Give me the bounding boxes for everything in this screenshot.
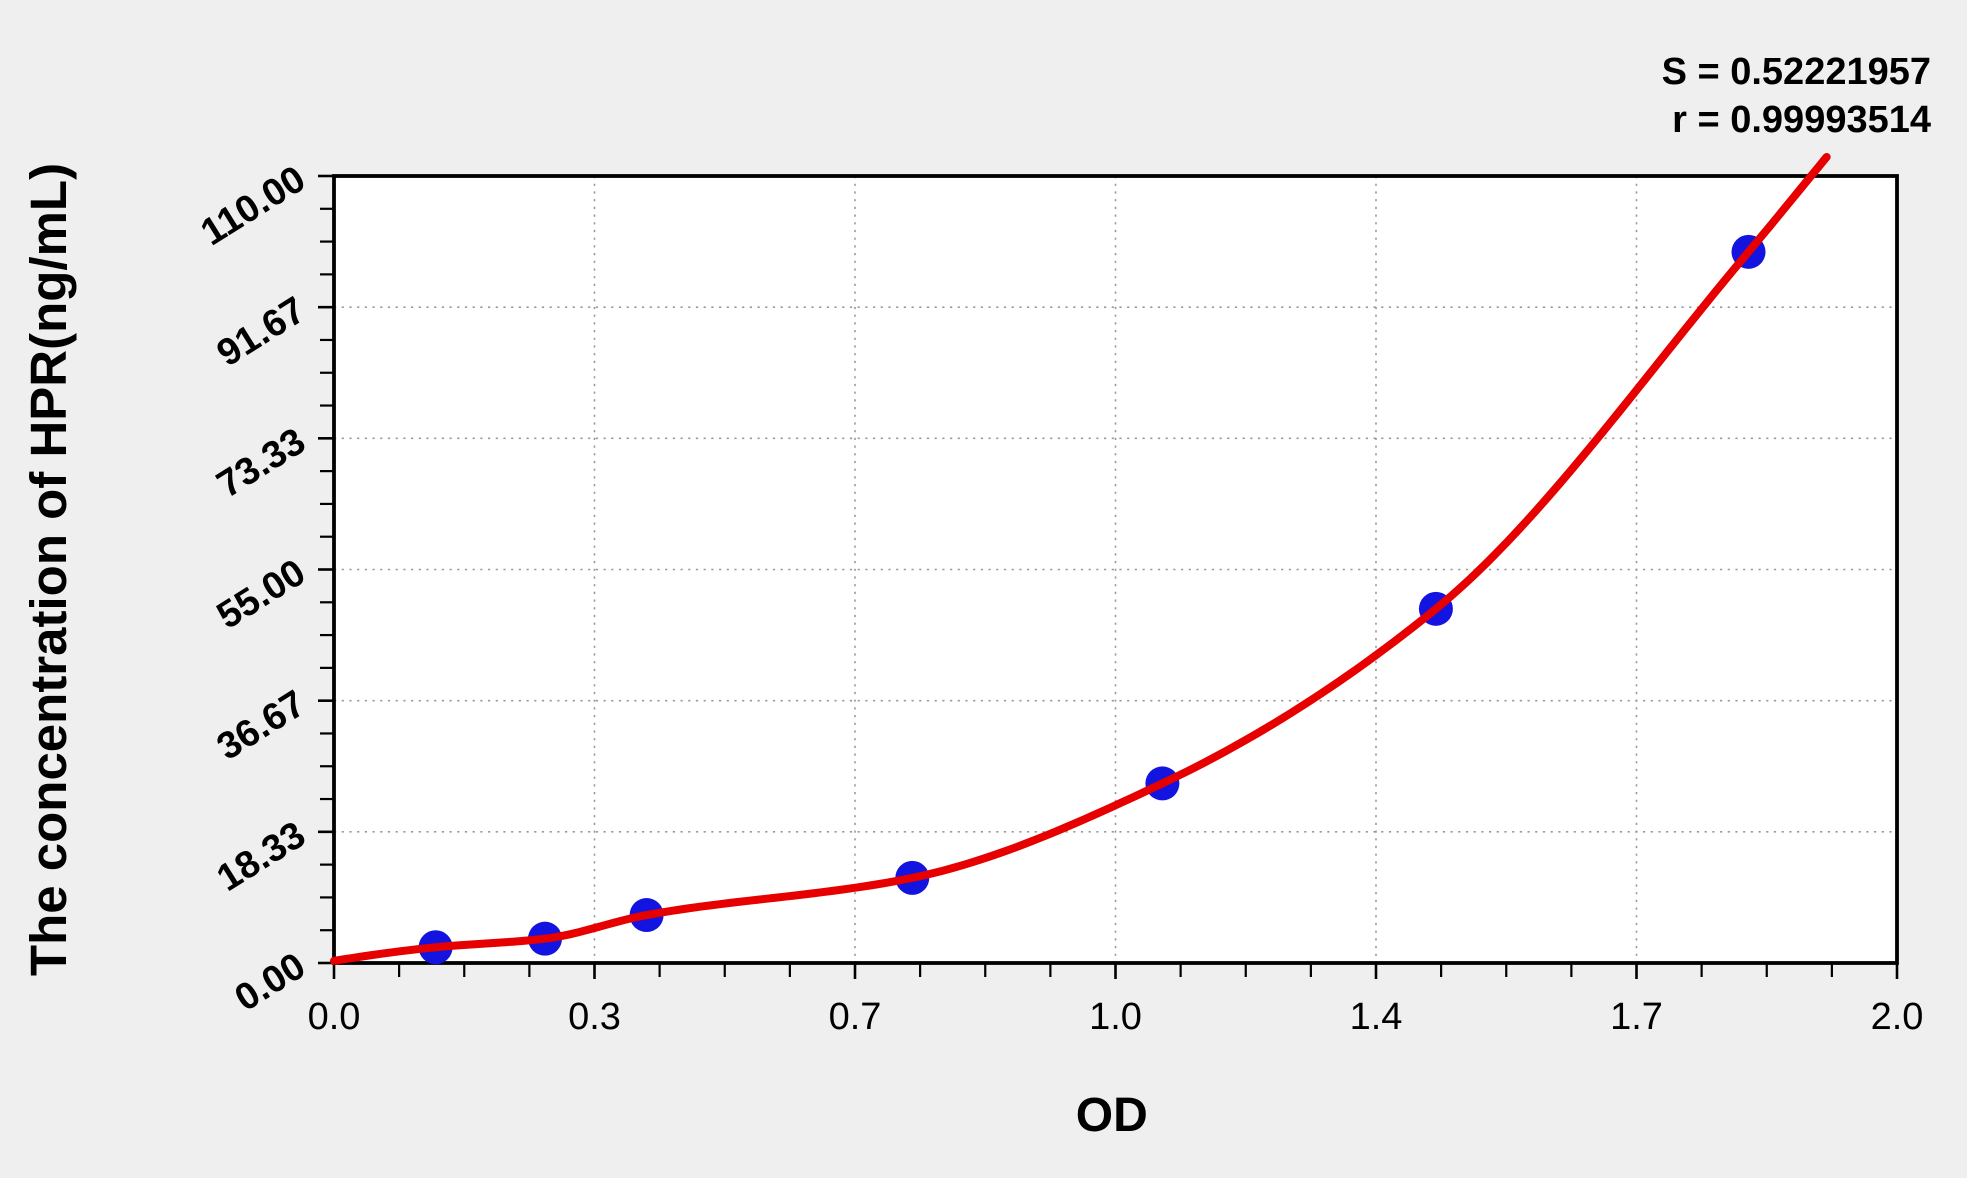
svg-text:0.3: 0.3 bbox=[568, 996, 621, 1038]
svg-text:0.7: 0.7 bbox=[829, 996, 882, 1038]
svg-text:OD: OD bbox=[1076, 1089, 1148, 1142]
svg-text:S = 0.52221957: S = 0.52221957 bbox=[1662, 51, 1931, 93]
svg-text:The concentration of HPR(ng/mL: The concentration of HPR(ng/mL) bbox=[20, 163, 77, 976]
svg-text:0.0: 0.0 bbox=[308, 996, 361, 1038]
svg-text:2.0: 2.0 bbox=[1871, 996, 1924, 1038]
svg-text:1.0: 1.0 bbox=[1089, 996, 1142, 1038]
svg-text:r = 0.99993514: r = 0.99993514 bbox=[1672, 99, 1931, 141]
svg-text:1.7: 1.7 bbox=[1610, 996, 1663, 1038]
svg-text:1.4: 1.4 bbox=[1350, 996, 1403, 1038]
